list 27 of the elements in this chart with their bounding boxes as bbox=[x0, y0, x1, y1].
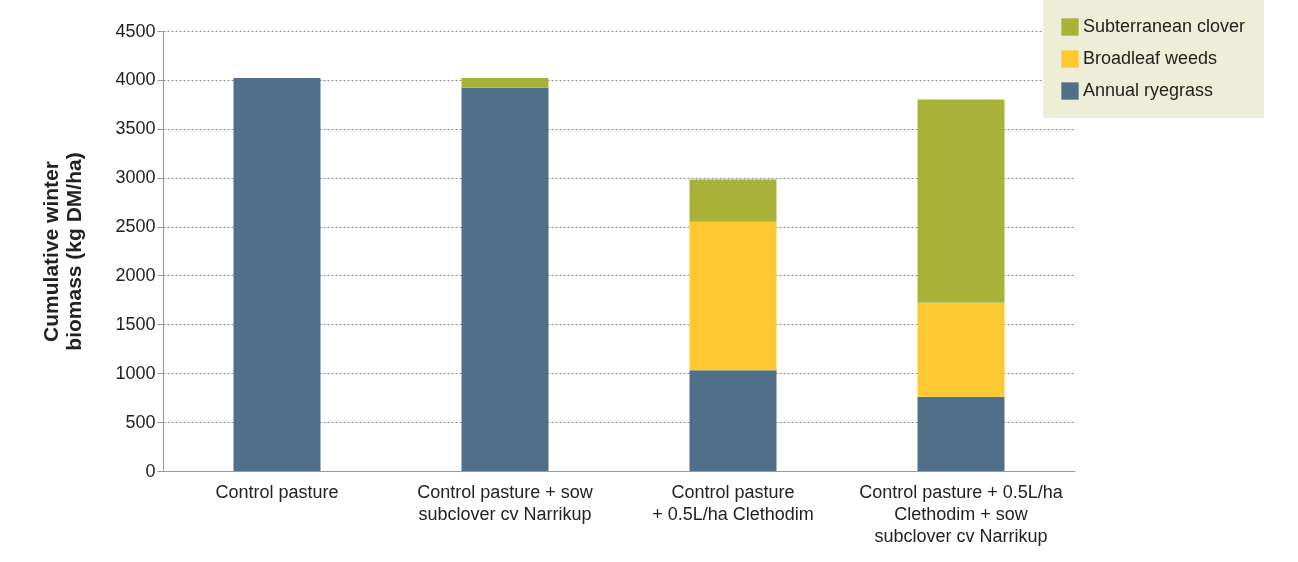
y-tick-label: 0 bbox=[145, 460, 156, 481]
legend-label: Annual ryegrass bbox=[1083, 80, 1214, 100]
x-tick-label: Control pasture + 0.5L/ha Clethodim + sow subclover cv Narrikup bbox=[859, 481, 1064, 546]
x-tick-label: Control pasture bbox=[215, 481, 339, 502]
bar bbox=[917, 99, 1005, 303]
y-tick-label: 3000 bbox=[115, 167, 156, 188]
bar bbox=[689, 221, 777, 371]
bar bbox=[233, 77, 321, 471]
y-tick-label: 4500 bbox=[115, 20, 156, 41]
bar bbox=[917, 302, 1005, 397]
y-tick-label: 3500 bbox=[115, 118, 156, 139]
y-tick-label: 1000 bbox=[115, 362, 156, 383]
x-tick-label: Control pasture + sow subclover cv Narrikup bbox=[417, 481, 594, 524]
legend-label: Subterranean clover bbox=[1083, 16, 1246, 36]
x-tick-label: Control pasture + 0.5L/ha Clethodim bbox=[652, 481, 814, 524]
bar bbox=[917, 396, 1005, 471]
bar bbox=[689, 179, 777, 222]
bar bbox=[461, 77, 549, 88]
y-tick-label: 4000 bbox=[115, 69, 156, 90]
bar bbox=[461, 87, 549, 471]
y-tick-label: 1500 bbox=[115, 313, 156, 334]
y-tick-label: 500 bbox=[125, 411, 156, 432]
y-tick-label: 2500 bbox=[115, 216, 156, 237]
y-tick-label: 2000 bbox=[115, 264, 156, 285]
bar bbox=[689, 370, 777, 471]
legend-label: Broadleaf weeds bbox=[1083, 48, 1218, 68]
y-axis-title: Cumulative winter biomass (kg DM/ha) bbox=[39, 152, 86, 351]
